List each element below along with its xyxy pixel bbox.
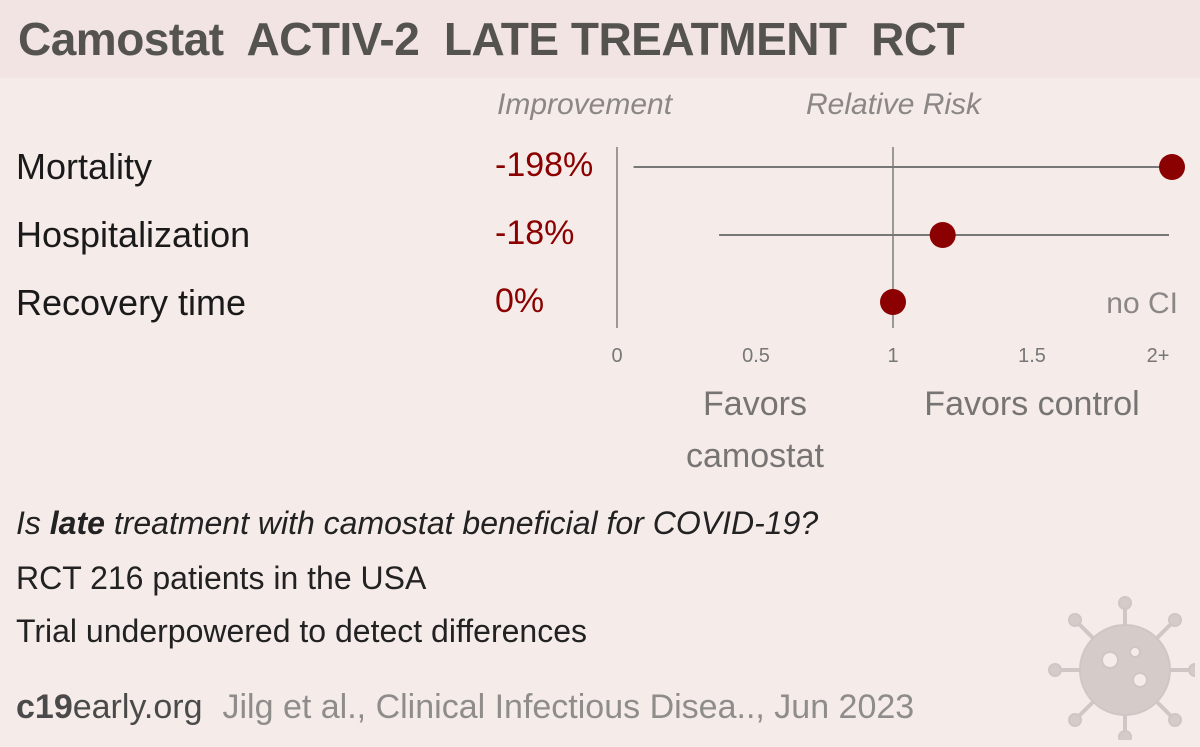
improvement-recovery: 0% bbox=[495, 282, 545, 320]
info-line-patients: RCT 216 patients in the USA bbox=[16, 560, 427, 596]
site-rest: early.org bbox=[72, 688, 203, 726]
point-mortality bbox=[1159, 154, 1185, 180]
citation: Jilg et al., Clinical Infectious Disea..… bbox=[222, 688, 915, 726]
row-label-recovery: Recovery time bbox=[16, 282, 247, 323]
info-line-power: Trial underpowered to detect differences bbox=[16, 613, 587, 649]
no-ci-label: no CI bbox=[1106, 287, 1178, 320]
question-pre: Is bbox=[16, 505, 50, 541]
row-label-mortality: Mortality bbox=[16, 146, 153, 187]
forest-plot: 0 0.5 1 1.5 2+ no CI bbox=[611, 147, 1185, 367]
row-label-hospitalization: Hospitalization bbox=[16, 214, 251, 255]
site-link[interactable]: c19early.org bbox=[16, 688, 203, 726]
improvement-header: Improvement bbox=[497, 88, 673, 121]
tick-label-3: 1.5 bbox=[1018, 345, 1046, 367]
site-bold: c19 bbox=[16, 688, 73, 726]
improvement-mortality: -198% bbox=[495, 146, 594, 184]
footer: c19early.org Jilg et al., Clinical Infect… bbox=[16, 688, 914, 727]
question-bold: late bbox=[49, 505, 105, 541]
favors-camostat-label: Favors camostat bbox=[686, 385, 824, 475]
question-post: treatment with camostat beneficial for C… bbox=[104, 505, 819, 541]
favors-control-label: Favors control bbox=[924, 385, 1140, 423]
tick-label-1: 0.5 bbox=[742, 345, 770, 367]
page-title: Camostat ACTIV-2 LATE TREATMENT RCT bbox=[18, 13, 965, 65]
relative-risk-header: Relative Risk bbox=[806, 88, 982, 121]
title-bar bbox=[0, 0, 1200, 78]
question-text: Is late treatment with camostat benefici… bbox=[16, 505, 818, 542]
point-recovery-time bbox=[880, 289, 906, 315]
tick-label-0: 0 bbox=[611, 345, 622, 367]
point-hospitalization bbox=[929, 222, 956, 248]
virus-icon bbox=[1048, 596, 1195, 740]
tick-label-2: 1 bbox=[887, 345, 898, 367]
tick-label-4: 2+ bbox=[1147, 345, 1170, 367]
improvement-hospitalization: -18% bbox=[495, 214, 575, 252]
